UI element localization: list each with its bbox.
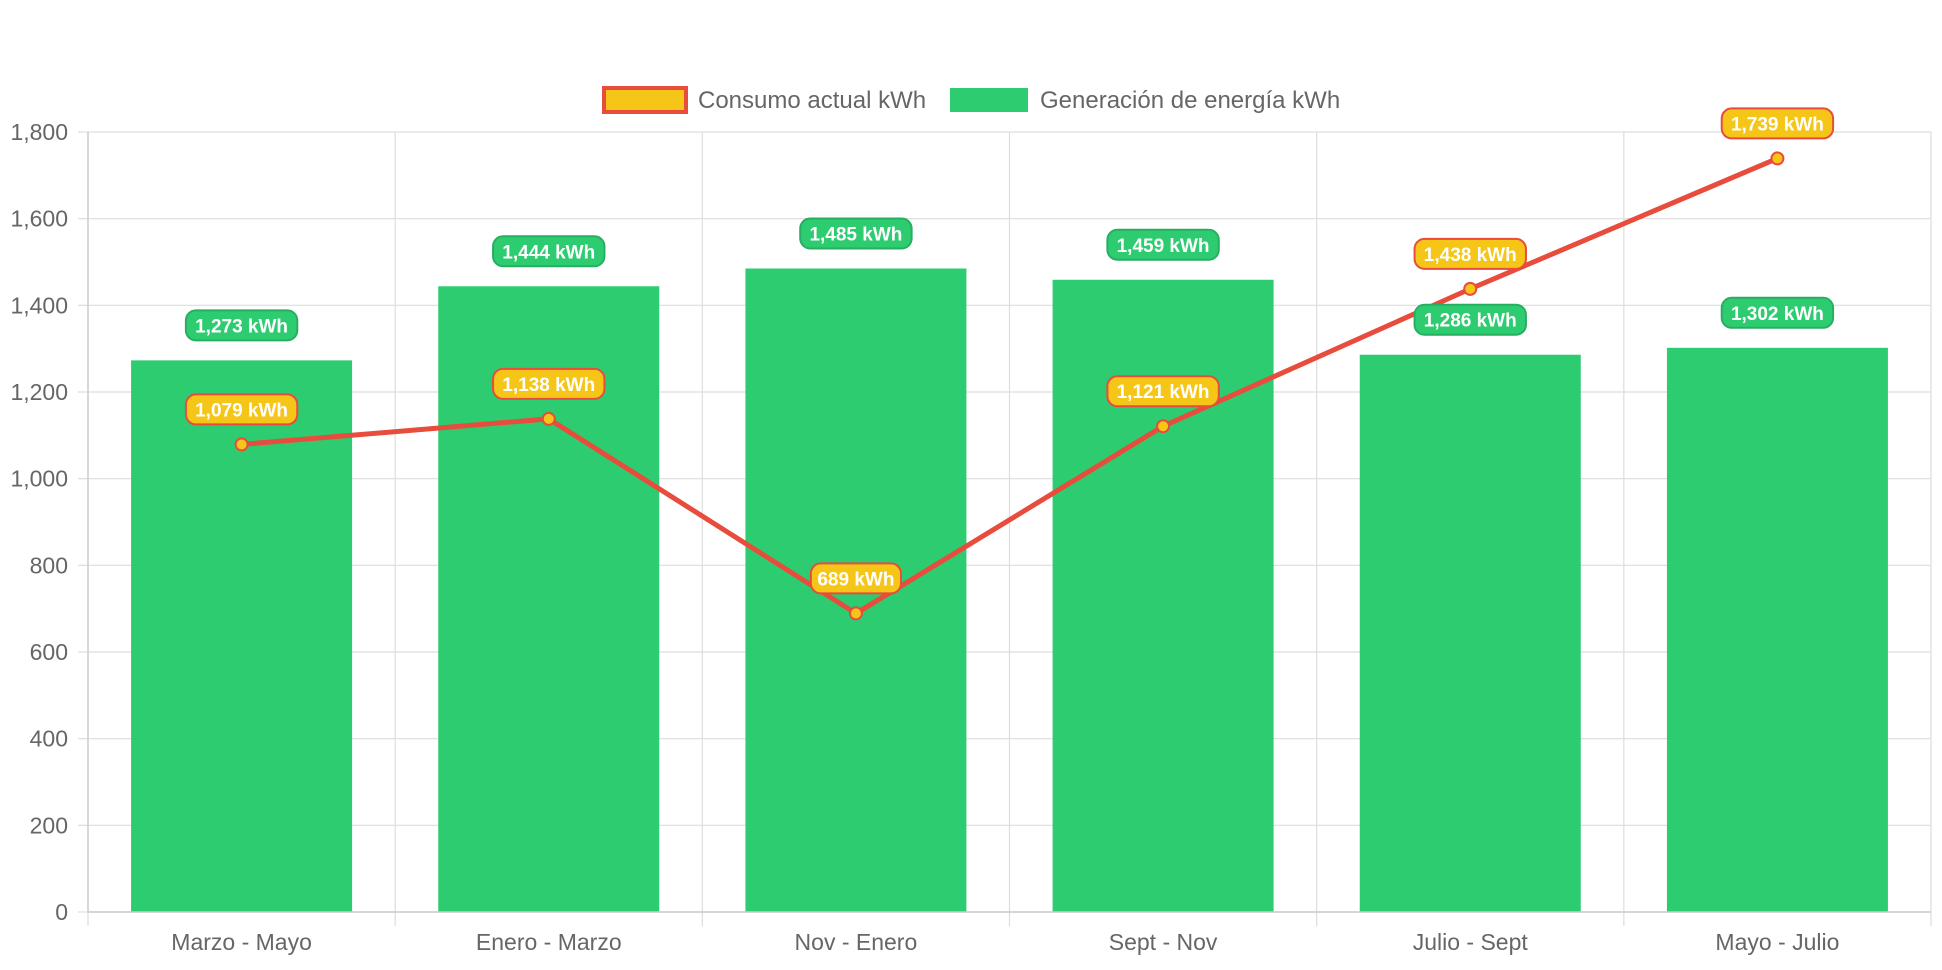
data-label-consumo-text: 1,079 kWh xyxy=(195,400,288,421)
y-tick-label: 400 xyxy=(30,726,68,752)
data-label-consumo-text: 1,121 kWh xyxy=(1117,382,1210,403)
y-tick-label: 800 xyxy=(30,552,68,578)
y-tick-label: 1,000 xyxy=(10,466,68,492)
grid xyxy=(87,131,1932,926)
data-label-generacion: 1,459 kWh xyxy=(1106,228,1220,261)
data-label-generacion-text: 1,302 kWh xyxy=(1731,304,1824,325)
data-labels: 1,273 kWh 1,444 kWh 1,485 kWh 1,459 kWh 1,28… xyxy=(184,107,1835,595)
data-label-consumo-text: 689 kWh xyxy=(817,569,894,590)
y-tick-label: 200 xyxy=(30,812,68,838)
data-label-consumo: 1,121 kWh xyxy=(1106,375,1220,408)
data-label-generacion-bg xyxy=(799,217,913,250)
data-label-consumo: 1,438 kWh xyxy=(1413,237,1527,270)
data-label-generacion-text: 1,459 kWh xyxy=(1117,236,1210,257)
x-tick-label: Julio - Sept xyxy=(1413,929,1529,955)
legend-swatch-generacion xyxy=(950,88,1028,112)
point-consumo[interactable] xyxy=(848,606,863,621)
point-consumo[interactable] xyxy=(1770,151,1785,166)
y-tick-label: 600 xyxy=(30,639,68,665)
x-tick-label: Enero - Marzo xyxy=(476,929,622,955)
data-label-consumo: 1,138 kWh xyxy=(492,367,606,400)
y-tick-label: 1,400 xyxy=(10,292,68,318)
data-label-consumo: 689 kWh xyxy=(809,562,903,595)
data-label-generacion-bg xyxy=(1413,303,1527,336)
data-label-consumo-text: 1,138 kWh xyxy=(502,375,595,396)
data-label-generacion-text: 1,273 kWh xyxy=(195,316,288,337)
data-label-generacion: 1,286 kWh xyxy=(1413,303,1527,336)
legend-item-generacion[interactable]: Generación de energía kWh xyxy=(950,87,1340,114)
data-label-generacion: 1,273 kWh xyxy=(184,309,299,342)
data-label-generacion-text: 1,286 kWh xyxy=(1424,311,1517,332)
data-label-generacion: 1,485 kWh xyxy=(799,217,913,250)
x-tick-label: Sept - Nov xyxy=(1109,929,1218,955)
bar-generacion[interactable] xyxy=(1359,354,1581,912)
bar-generacion[interactable] xyxy=(1052,279,1274,912)
data-label-consumo-text: 1,739 kWh xyxy=(1731,114,1824,135)
legend-label-consumo: Consumo actual kWh xyxy=(698,87,926,114)
y-tick-label: 1,600 xyxy=(10,206,68,232)
data-label-generacion-bg xyxy=(1106,228,1220,261)
y-tick-label: 0 xyxy=(55,899,68,925)
point-consumo[interactable] xyxy=(1463,281,1478,296)
data-label-consumo-bg xyxy=(492,367,606,400)
data-label-generacion-bg xyxy=(492,235,606,268)
data-label-generacion-text: 1,444 kWh xyxy=(502,242,595,263)
data-label-generacion-bg xyxy=(1720,296,1835,329)
legend-item-consumo[interactable]: Consumo actual kWh xyxy=(602,86,926,114)
data-label-consumo-bg xyxy=(1720,107,1835,140)
point-consumo[interactable] xyxy=(541,411,556,426)
bar-generacion[interactable] xyxy=(131,360,353,912)
bar-generacion[interactable] xyxy=(1666,347,1888,912)
data-label-consumo-text: 1,438 kWh xyxy=(1424,245,1517,266)
data-label-generacion: 1,444 kWh xyxy=(492,235,606,268)
data-label-consumo-bg xyxy=(1106,375,1220,408)
data-label-consumo-bg xyxy=(1413,237,1527,270)
data-label-generacion-bg xyxy=(184,309,299,342)
data-label-generacion-text: 1,485 kWh xyxy=(809,225,902,246)
data-label-generacion: 1,302 kWh xyxy=(1720,296,1835,329)
point-consumo[interactable] xyxy=(1156,419,1171,434)
x-tick-label: Mayo - Julio xyxy=(1715,929,1839,955)
y-tick-label: 1,200 xyxy=(10,379,68,405)
data-label-consumo-bg xyxy=(809,562,903,595)
data-label-consumo-bg xyxy=(184,393,299,426)
x-tick-label: Marzo - Mayo xyxy=(171,929,312,955)
legend: Consumo actual kWh Generación de energía… xyxy=(602,86,1340,114)
x-tick-label: Nov - Enero xyxy=(795,929,918,955)
legend-swatch-consumo xyxy=(602,86,688,114)
point-consumo[interactable] xyxy=(234,437,249,452)
axes: 0 200 400 600 800 1,000 1,200 1,400 1,600 1,800 Ma… xyxy=(10,119,1931,955)
legend-label-generacion: Generación de energía kWh xyxy=(1040,87,1340,114)
y-tick-label: 1,800 xyxy=(10,119,68,145)
data-label-consumo: 1,739 kWh xyxy=(1720,107,1835,140)
data-label-consumo: 1,079 kWh xyxy=(184,393,299,426)
